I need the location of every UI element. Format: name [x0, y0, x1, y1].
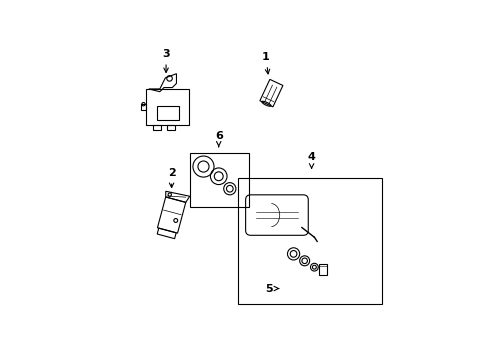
Text: 2: 2: [167, 168, 175, 188]
Text: 5: 5: [264, 284, 278, 293]
Text: 3: 3: [162, 49, 169, 72]
Bar: [319, 264, 326, 275]
Bar: [141, 104, 146, 110]
Bar: [146, 89, 188, 125]
Bar: [153, 125, 161, 130]
Bar: [157, 106, 178, 120]
Text: 6: 6: [214, 131, 222, 147]
Bar: [166, 125, 174, 130]
Bar: [189, 153, 249, 207]
Text: 4: 4: [307, 152, 315, 168]
Text: 1: 1: [262, 52, 269, 74]
Bar: [238, 177, 382, 304]
